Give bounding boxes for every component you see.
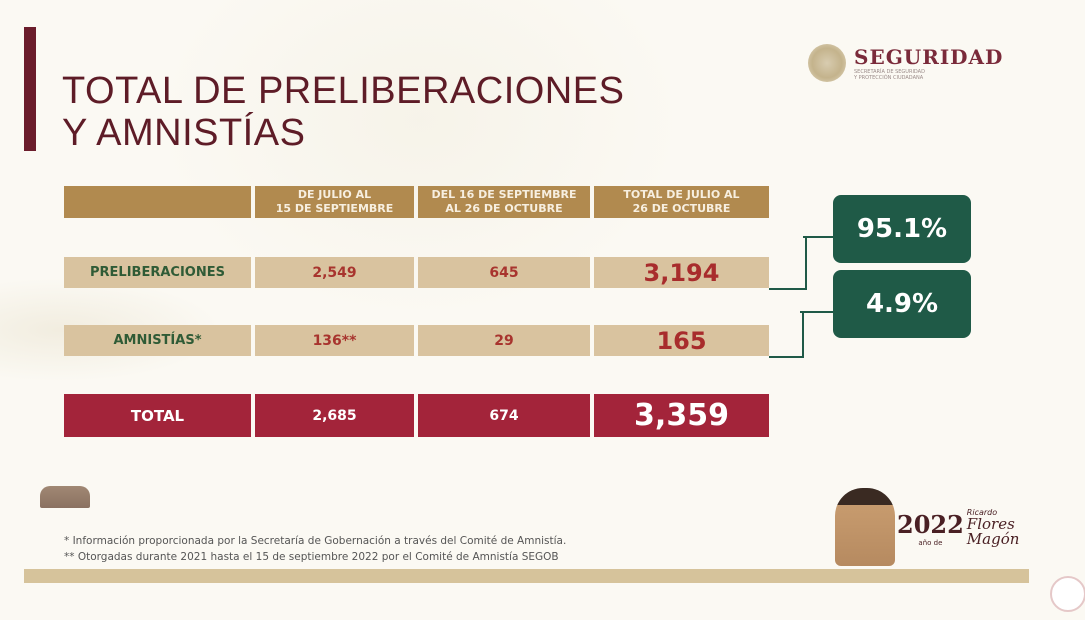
preliberaciones-period-2: 645 — [418, 257, 590, 288]
magon-year: 2022 — [897, 509, 964, 539]
column-header-1-line1: DE JULIO AL — [297, 188, 372, 201]
magon-name-2: Flores — [966, 514, 1015, 533]
grand-total: 3,359 — [594, 394, 769, 437]
header-empty-cell — [64, 186, 251, 218]
logo-subtitle-1: SECRETARÍA DE SEGURIDAD — [854, 69, 925, 75]
crowd-illustration-icon — [40, 486, 90, 508]
percent-preliberaciones: 95.1% — [833, 195, 971, 263]
connector-amnistias — [769, 311, 804, 358]
seguridad-logo: SEGURIDAD SECRETARÍA DE SEGURIDAD Y PROT… — [808, 44, 1003, 82]
logo-subtitle-2: Y PROTECCIÓN CIUDADANA — [854, 75, 924, 81]
page-title: TOTAL DE PRELIBERACIONES Y AMNISTÍAS — [62, 70, 624, 154]
column-header-2: DEL 16 DE SEPTIEMBRE AL 26 DE OCTUBRE — [418, 186, 590, 218]
preliberaciones-total: 3,194 — [594, 257, 769, 288]
amnistias-period-2: 29 — [418, 325, 590, 356]
column-header-2-line2: AL 26 DE OCTUBRE — [445, 202, 563, 215]
column-header-3-line2: 26 DE OCTUBRE — [632, 202, 731, 215]
connector-amnistias-top — [800, 311, 833, 313]
amnistias-period-1: 136** — [255, 325, 414, 356]
column-header-3: TOTAL DE JULIO AL 26 DE OCTUBRE — [594, 186, 769, 218]
magon-name-3: Magón — [966, 529, 1020, 548]
total-period-1: 2,685 — [255, 394, 414, 437]
title-accent-bar — [24, 27, 36, 151]
footer-gold-band — [24, 569, 1029, 583]
logo-name: SEGURIDAD — [854, 45, 1004, 69]
total-period-2: 674 — [418, 394, 590, 437]
flores-magon-logo: 2022 año de Ricardo Flores Magón — [835, 488, 1019, 566]
percent-amnistias: 4.9% — [833, 270, 971, 338]
footnote-1: * Información proporcionada por la Secre… — [64, 535, 567, 547]
row-label-preliberaciones: PRELIBERACIONES — [64, 257, 251, 288]
column-header-1-line2: 15 DE SEPTIEMBRE — [275, 202, 394, 215]
connector-preliberaciones — [769, 236, 807, 290]
column-header-2-line1: DEL 16 DE SEPTIEMBRE — [431, 188, 577, 201]
magon-caption: año de — [918, 538, 943, 547]
corner-badge-icon — [1050, 576, 1085, 612]
title-line-1: TOTAL DE PRELIBERACIONES — [62, 70, 625, 112]
row-label-total: TOTAL — [64, 394, 251, 437]
column-header-1: DE JULIO AL 15 DE SEPTIEMBRE — [255, 186, 414, 218]
portrait-icon — [835, 488, 895, 566]
column-header-3-line1: TOTAL DE JULIO AL — [623, 188, 740, 201]
footnote-2: ** Otorgadas durante 2021 hasta el 15 de… — [64, 551, 559, 563]
magon-name-1: Ricardo — [966, 507, 998, 517]
preliberaciones-period-1: 2,549 — [255, 257, 414, 288]
title-line-2: Y AMNISTÍAS — [62, 112, 306, 154]
eagle-seal-icon — [808, 44, 846, 82]
row-label-amnistias: AMNISTÍAS* — [64, 325, 251, 356]
connector-preliberaciones-top — [803, 236, 833, 238]
amnistias-total: 165 — [594, 325, 769, 356]
